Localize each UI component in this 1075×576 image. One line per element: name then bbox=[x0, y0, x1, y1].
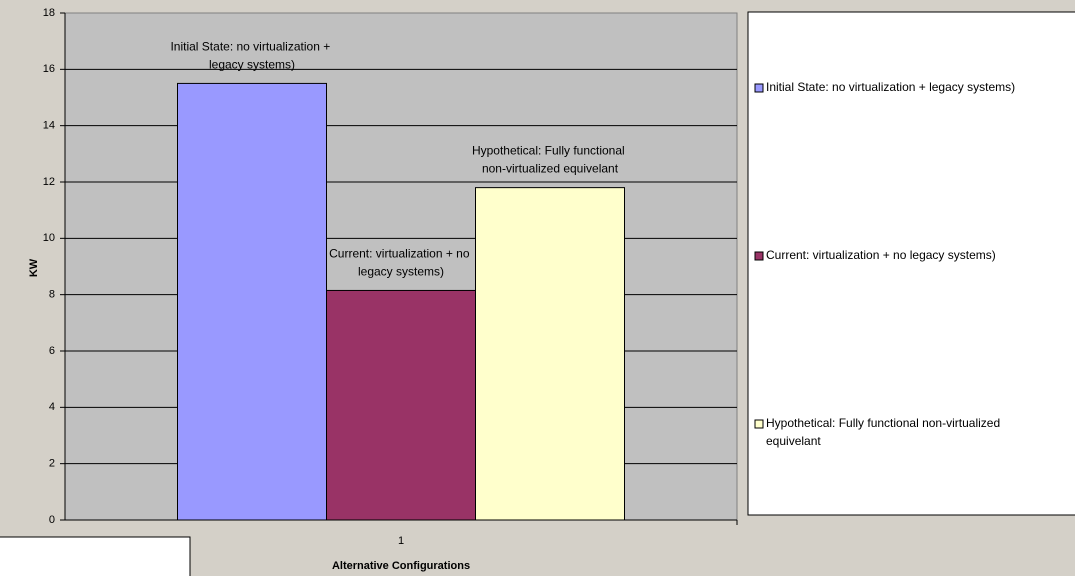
y-tick-label: 18 bbox=[43, 7, 55, 19]
legend-swatch bbox=[754, 419, 764, 429]
legend-swatch bbox=[754, 83, 764, 93]
bar bbox=[177, 82, 327, 521]
y-tick-label: 10 bbox=[43, 232, 55, 244]
bar bbox=[326, 289, 476, 521]
legend-swatch bbox=[754, 251, 764, 261]
x-tick-label: 1 bbox=[398, 535, 404, 547]
legend-label: Current: virtualization + no legacy syst… bbox=[766, 248, 996, 262]
legend-box bbox=[747, 11, 1075, 516]
y-tick-label: 6 bbox=[49, 345, 55, 357]
data-label: Current: virtualization + no legacy syst… bbox=[329, 247, 473, 279]
legend-label: Hypothetical: Fully functional non-virtu… bbox=[766, 416, 1003, 448]
y-tick-label: 12 bbox=[43, 176, 55, 188]
y-tick-label: 4 bbox=[49, 401, 55, 413]
bar bbox=[475, 187, 625, 521]
y-tick-label: 16 bbox=[43, 63, 55, 75]
data-label: Initial State: no virtualization + legac… bbox=[170, 40, 333, 72]
x-axis-title: Alternative Configurations bbox=[332, 560, 470, 572]
empty-box bbox=[0, 536, 191, 576]
y-tick-label: 2 bbox=[49, 458, 55, 470]
y-tick-label: 14 bbox=[43, 120, 55, 132]
legend-label: Initial State: no virtualization + legac… bbox=[766, 80, 1015, 94]
y-axis-title: KW bbox=[28, 258, 40, 277]
data-label: Hypothetical: Fully functional non-virtu… bbox=[472, 144, 628, 176]
y-tick-label: 8 bbox=[49, 289, 55, 301]
y-tick-label: 0 bbox=[49, 514, 55, 526]
